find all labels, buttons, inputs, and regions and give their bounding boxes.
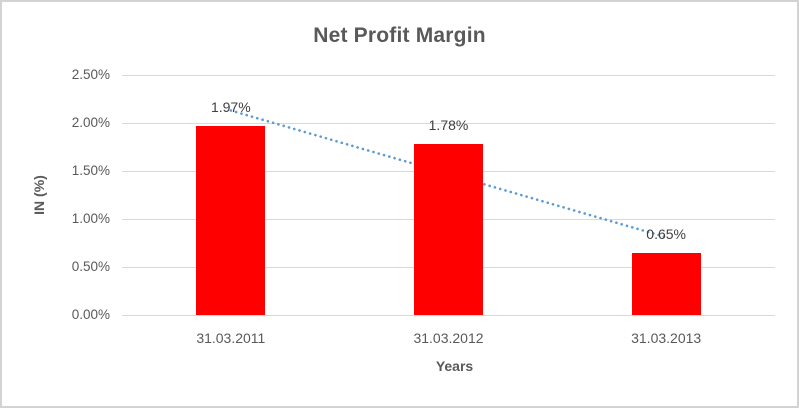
y-tick-label: 0.00%: [71, 307, 110, 322]
y-axis-title: IN (%): [31, 175, 47, 215]
x-axis-title: Years: [435, 358, 474, 374]
y-tick-label: 0.50%: [71, 259, 110, 274]
bar-data-label: 1.78%: [428, 117, 469, 134]
x-tick-label: 31.03.2012: [413, 330, 484, 346]
bar-data-label: 1.97%: [210, 98, 251, 115]
gridline: [122, 314, 775, 316]
y-tick-label: 1.50%: [71, 163, 110, 178]
x-tick-label: 31.03.2011: [196, 330, 266, 346]
bar-31.03.2013: [631, 252, 701, 315]
y-tick-label: 2.50%: [71, 67, 110, 82]
bar-31.03.2011: [196, 125, 266, 315]
y-tick-label: 2.00%: [71, 115, 110, 130]
chart-title: Net Profit Margin: [313, 24, 486, 47]
bar-data-label: 0.65%: [646, 225, 686, 242]
y-tick-label: 1.00%: [71, 211, 110, 226]
bar-31.03.2012: [414, 144, 483, 315]
gridline: [122, 74, 775, 76]
x-tick-label: 31.03.2013: [631, 330, 702, 346]
